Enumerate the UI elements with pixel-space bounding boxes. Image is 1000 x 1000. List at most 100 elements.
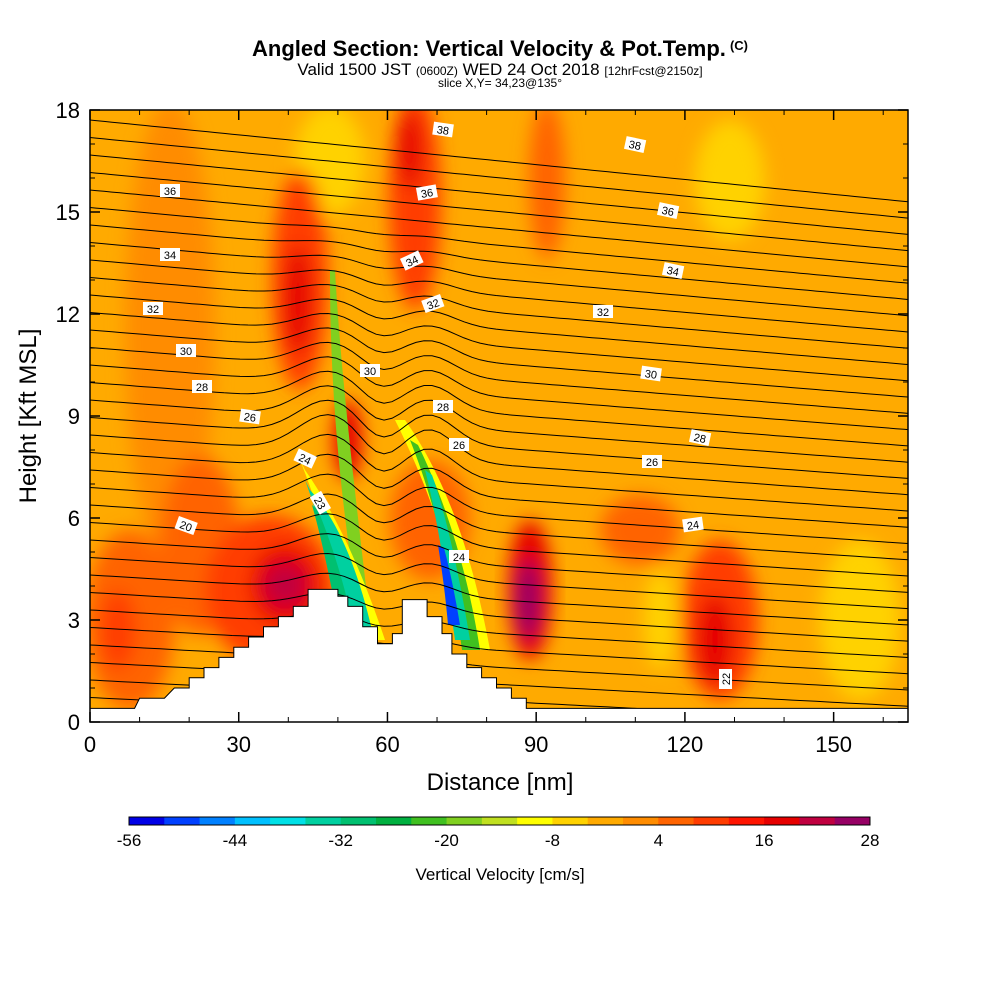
theta-contour: [90, 609, 908, 658]
contour-label-text: 36: [420, 187, 434, 201]
y-tick-label: 9: [68, 404, 80, 429]
contour-label-text: 26: [453, 440, 465, 452]
contour-label-text: 26: [646, 457, 658, 469]
contour-label: 34: [160, 248, 180, 262]
colorbar-title: Vertical Velocity [cm/s]: [415, 865, 584, 884]
x-tick-label: 0: [84, 732, 96, 757]
theta-contour: [90, 171, 908, 252]
colorbar-swatch: [693, 817, 730, 825]
theta-contour: [90, 493, 908, 561]
contour-label: 26: [642, 455, 662, 469]
contour-labels: 38 38 36 36 36 34 34 34 32 32 32 30 30 30 28 28 28 26 26 26…: [143, 121, 733, 689]
contour-label: 22: [719, 669, 733, 689]
contour-label-text: 36: [164, 186, 176, 198]
contour-label-text: 38: [436, 124, 450, 138]
colorbar-swatch: [658, 817, 695, 825]
contour-label-text: 36: [661, 205, 675, 219]
x-tick-label: 90: [524, 732, 548, 757]
theta-contour: [90, 552, 908, 610]
colorbar-swatch: [764, 817, 800, 825]
colorbar-swatch: [270, 817, 306, 825]
contour-label: 28: [688, 429, 712, 446]
colorbar-swatch: [623, 817, 659, 825]
contour-label: 36: [415, 184, 438, 201]
colorbar-swatch: [446, 817, 483, 825]
x-tick-label: 120: [667, 732, 704, 757]
theta-contour: [90, 572, 908, 626]
colorbar-tick-label: 4: [654, 831, 663, 850]
colorbar-swatch: [411, 817, 448, 825]
y-tick-label: 15: [56, 200, 80, 225]
theta-contour: [90, 154, 908, 235]
colorbar-tick-label: -56: [117, 831, 142, 850]
theta-contour: [90, 341, 908, 414]
theta-contour: [90, 294, 908, 366]
theta-contour: [90, 453, 908, 528]
theta-contour: [90, 533, 908, 593]
colorbar-swatch: [834, 817, 871, 825]
theta-contour: [90, 206, 908, 284]
theta-contour: [90, 327, 908, 398]
theta-contour: [90, 224, 908, 300]
colorbar-swatch: [199, 817, 236, 825]
theta-contour: [90, 356, 908, 431]
theta-contour: [90, 311, 908, 382]
theta-contour: [90, 592, 908, 642]
contour-label-text: 28: [693, 432, 707, 446]
contour-label: 30: [360, 364, 380, 378]
theta-contour: [90, 473, 908, 545]
contour-label-text: 30: [644, 368, 658, 382]
potential-temperature-contours: [90, 119, 908, 722]
contour-label-text: 28: [196, 382, 208, 394]
y-tick-label: 12: [56, 302, 80, 327]
x-tick-label: 30: [226, 732, 250, 757]
contour-label: 24: [682, 516, 704, 533]
colorbar-swatch: [481, 817, 518, 825]
x-axis-title: Distance [nm]: [427, 769, 574, 796]
colorbar-swatch: [129, 817, 165, 825]
colorbar-tick-label: -32: [328, 831, 353, 850]
y-axis-title: Height [Kft MSL]: [15, 329, 42, 504]
colorbar-swatch: [517, 817, 553, 825]
contour-label-text: 20: [178, 519, 194, 534]
contour-label-text: 26: [243, 411, 257, 425]
theta-contour: [90, 136, 908, 219]
y-tick-label: 6: [68, 506, 80, 531]
contour-label: 30: [640, 365, 662, 382]
theta-contour: [90, 385, 908, 463]
theta-contour: [90, 189, 908, 268]
x-tick-label: 150: [815, 732, 852, 757]
contour-label-text: 24: [686, 519, 700, 533]
contour-label: 23: [309, 490, 332, 515]
theta-contour: [90, 241, 908, 317]
colorbar-tick-label: -20: [434, 831, 459, 850]
contour-label: 38: [623, 136, 647, 153]
contour-label-text: 30: [180, 346, 192, 358]
contour-label: 28: [192, 380, 212, 394]
theta-contour: [90, 399, 908, 479]
slice-info: slice X,Y= 34,23@135°: [437, 76, 563, 90]
colorbar-swatch: [164, 817, 201, 825]
contour-label: 20: [174, 516, 198, 536]
contour-label-text: 34: [164, 250, 176, 262]
colorbar-swatch: [552, 817, 589, 825]
theta-contour: [90, 513, 908, 577]
contour-label: 36: [160, 184, 180, 198]
contour-label-text: 23: [311, 495, 328, 512]
contour-label-text: 24: [296, 452, 312, 468]
contour-label: 26: [239, 408, 261, 425]
contour-label: 24: [293, 448, 318, 469]
contour-label: 36: [656, 202, 680, 219]
contour-label-text: 34: [666, 265, 680, 279]
theta-contour: [90, 644, 908, 691]
chart-subtitle: Valid 1500 JST (0600Z) WED 24 Oct 2018 […: [297, 60, 703, 79]
contour-label-text: 28: [437, 402, 449, 414]
contour-label-text: 32: [597, 307, 609, 319]
y-tick-label: 18: [56, 98, 80, 123]
colorbar-tick-label: 28: [861, 831, 880, 850]
colorbar-swatch: [799, 817, 836, 825]
x-axis: 0 30 60 90 120 150: [84, 110, 884, 757]
colorbar-tick-label: 16: [755, 831, 774, 850]
theta-contour: [90, 433, 908, 512]
